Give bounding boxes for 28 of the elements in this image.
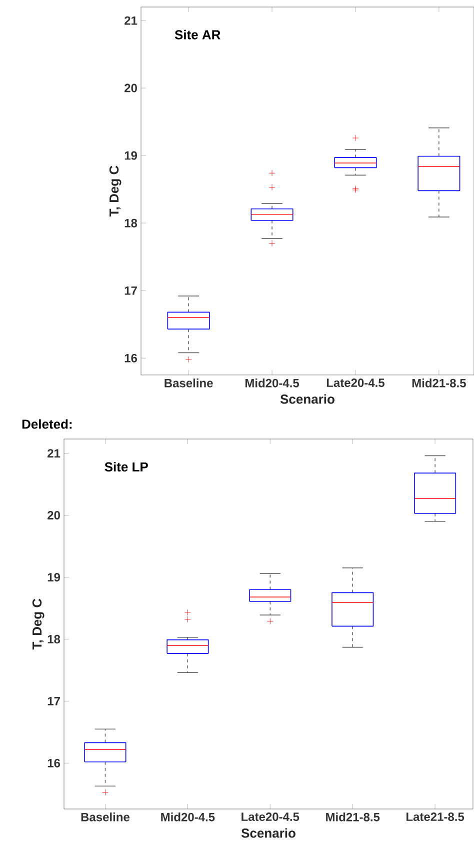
y-tick-label: 21 bbox=[48, 449, 60, 458]
y-tick-label: 17 bbox=[48, 697, 60, 706]
text: Deleted: bbox=[22, 419, 72, 429]
y-tick-label: 18 bbox=[124, 218, 138, 228]
y-tick-label: 19 bbox=[124, 151, 138, 160]
y-tick-label: 19 bbox=[48, 572, 60, 582]
text: Site AR bbox=[174, 30, 220, 40]
y-tick-label: 18 bbox=[48, 634, 60, 644]
y-tick-label: 20 bbox=[48, 510, 60, 520]
y-axis-title: T, Deg C bbox=[32, 598, 44, 650]
y-tick-label: 16 bbox=[48, 758, 60, 768]
x-axis-title: Scenario bbox=[241, 828, 296, 838]
y-tick-label: 21 bbox=[124, 16, 138, 25]
y-tick-label: 17 bbox=[124, 286, 137, 295]
x-tick-label: Late20-4.5 bbox=[326, 378, 384, 388]
x-tick-label: Mid21-8.5 bbox=[326, 812, 380, 822]
x-axis-title: Scenario bbox=[280, 394, 334, 404]
x-tick-label: Late20-4.5 bbox=[242, 812, 300, 822]
x-tick-label: Late21-8.5 bbox=[406, 812, 464, 822]
x-tick-label: Baseline bbox=[164, 378, 213, 388]
y-tick-label: 16 bbox=[124, 354, 138, 362]
x-tick-label: Mid20-4.5 bbox=[161, 812, 215, 822]
text: Site LP bbox=[104, 462, 148, 472]
x-tick-label: Baseline bbox=[81, 812, 130, 822]
x-tick-label: Mid20-4.5 bbox=[245, 378, 300, 388]
y-tick-label: 20 bbox=[124, 84, 137, 92]
y-axis-title: T, Deg C bbox=[109, 166, 122, 216]
x-tick-label: Mid21-8.5 bbox=[412, 378, 466, 388]
